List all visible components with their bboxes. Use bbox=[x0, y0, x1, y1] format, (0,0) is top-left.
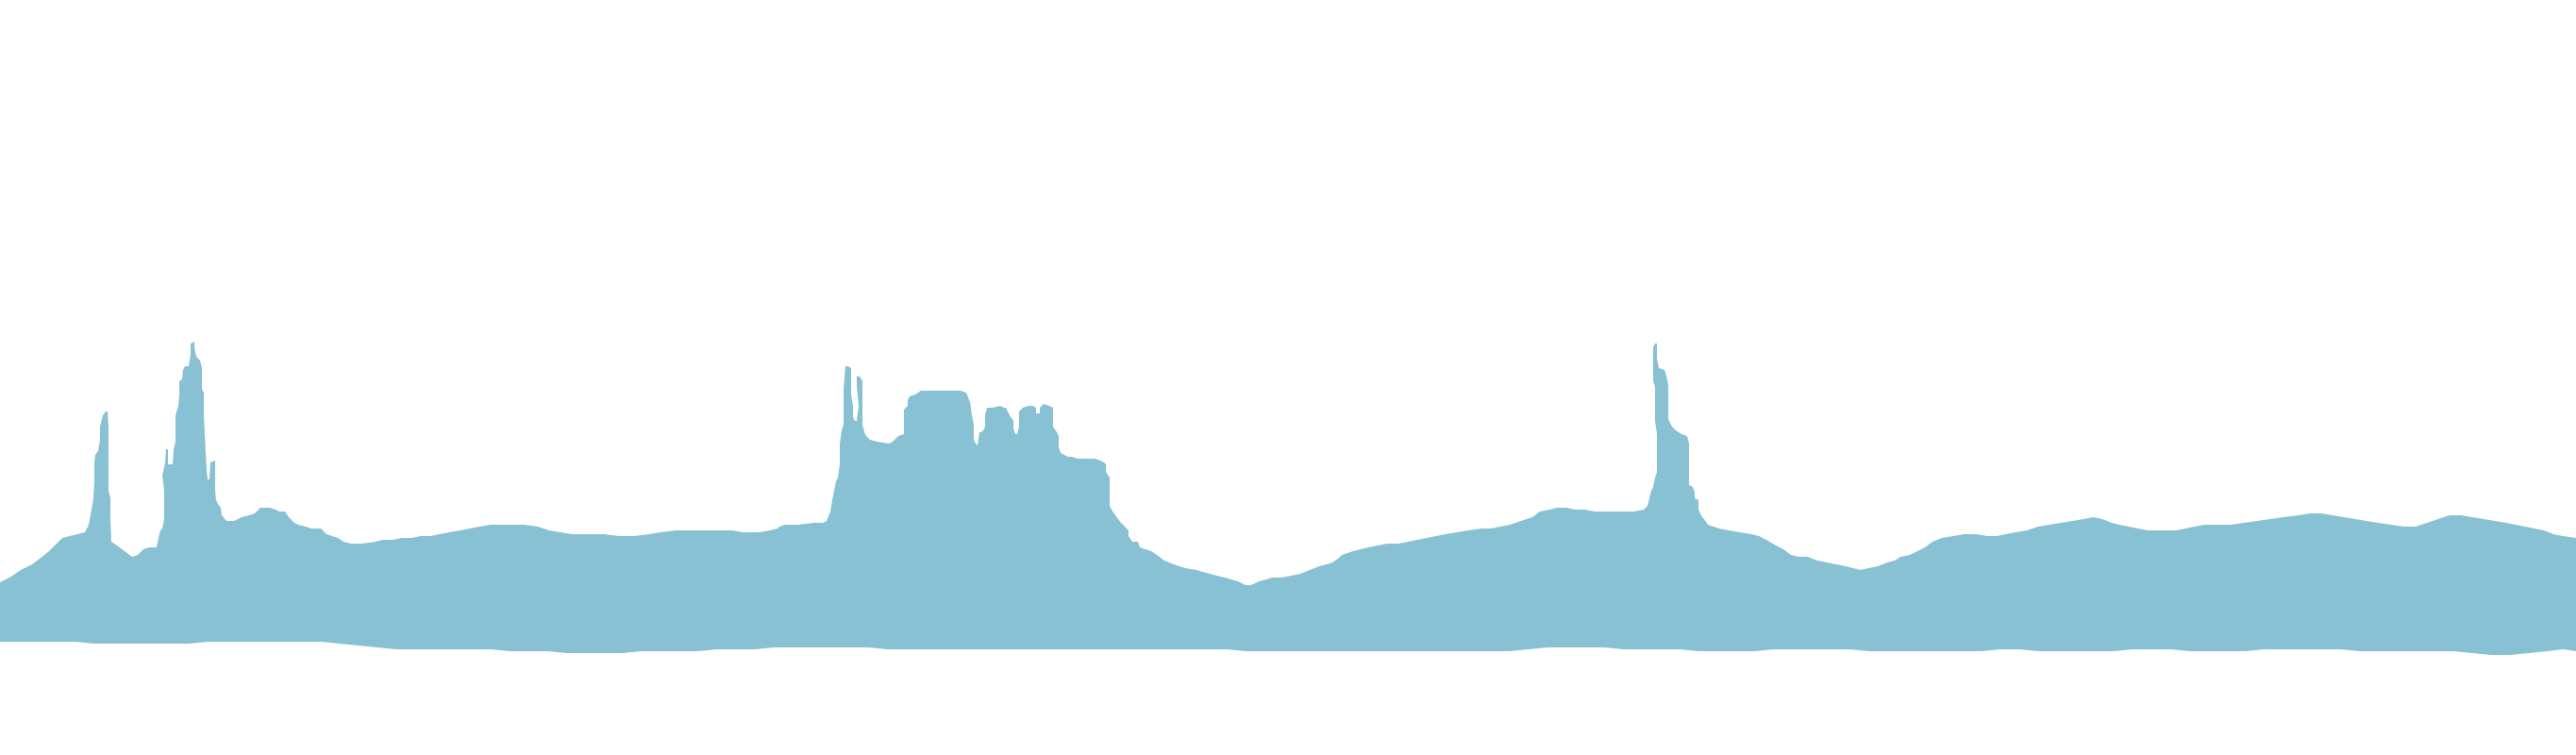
mesa-silhouette bbox=[0, 342, 2576, 655]
